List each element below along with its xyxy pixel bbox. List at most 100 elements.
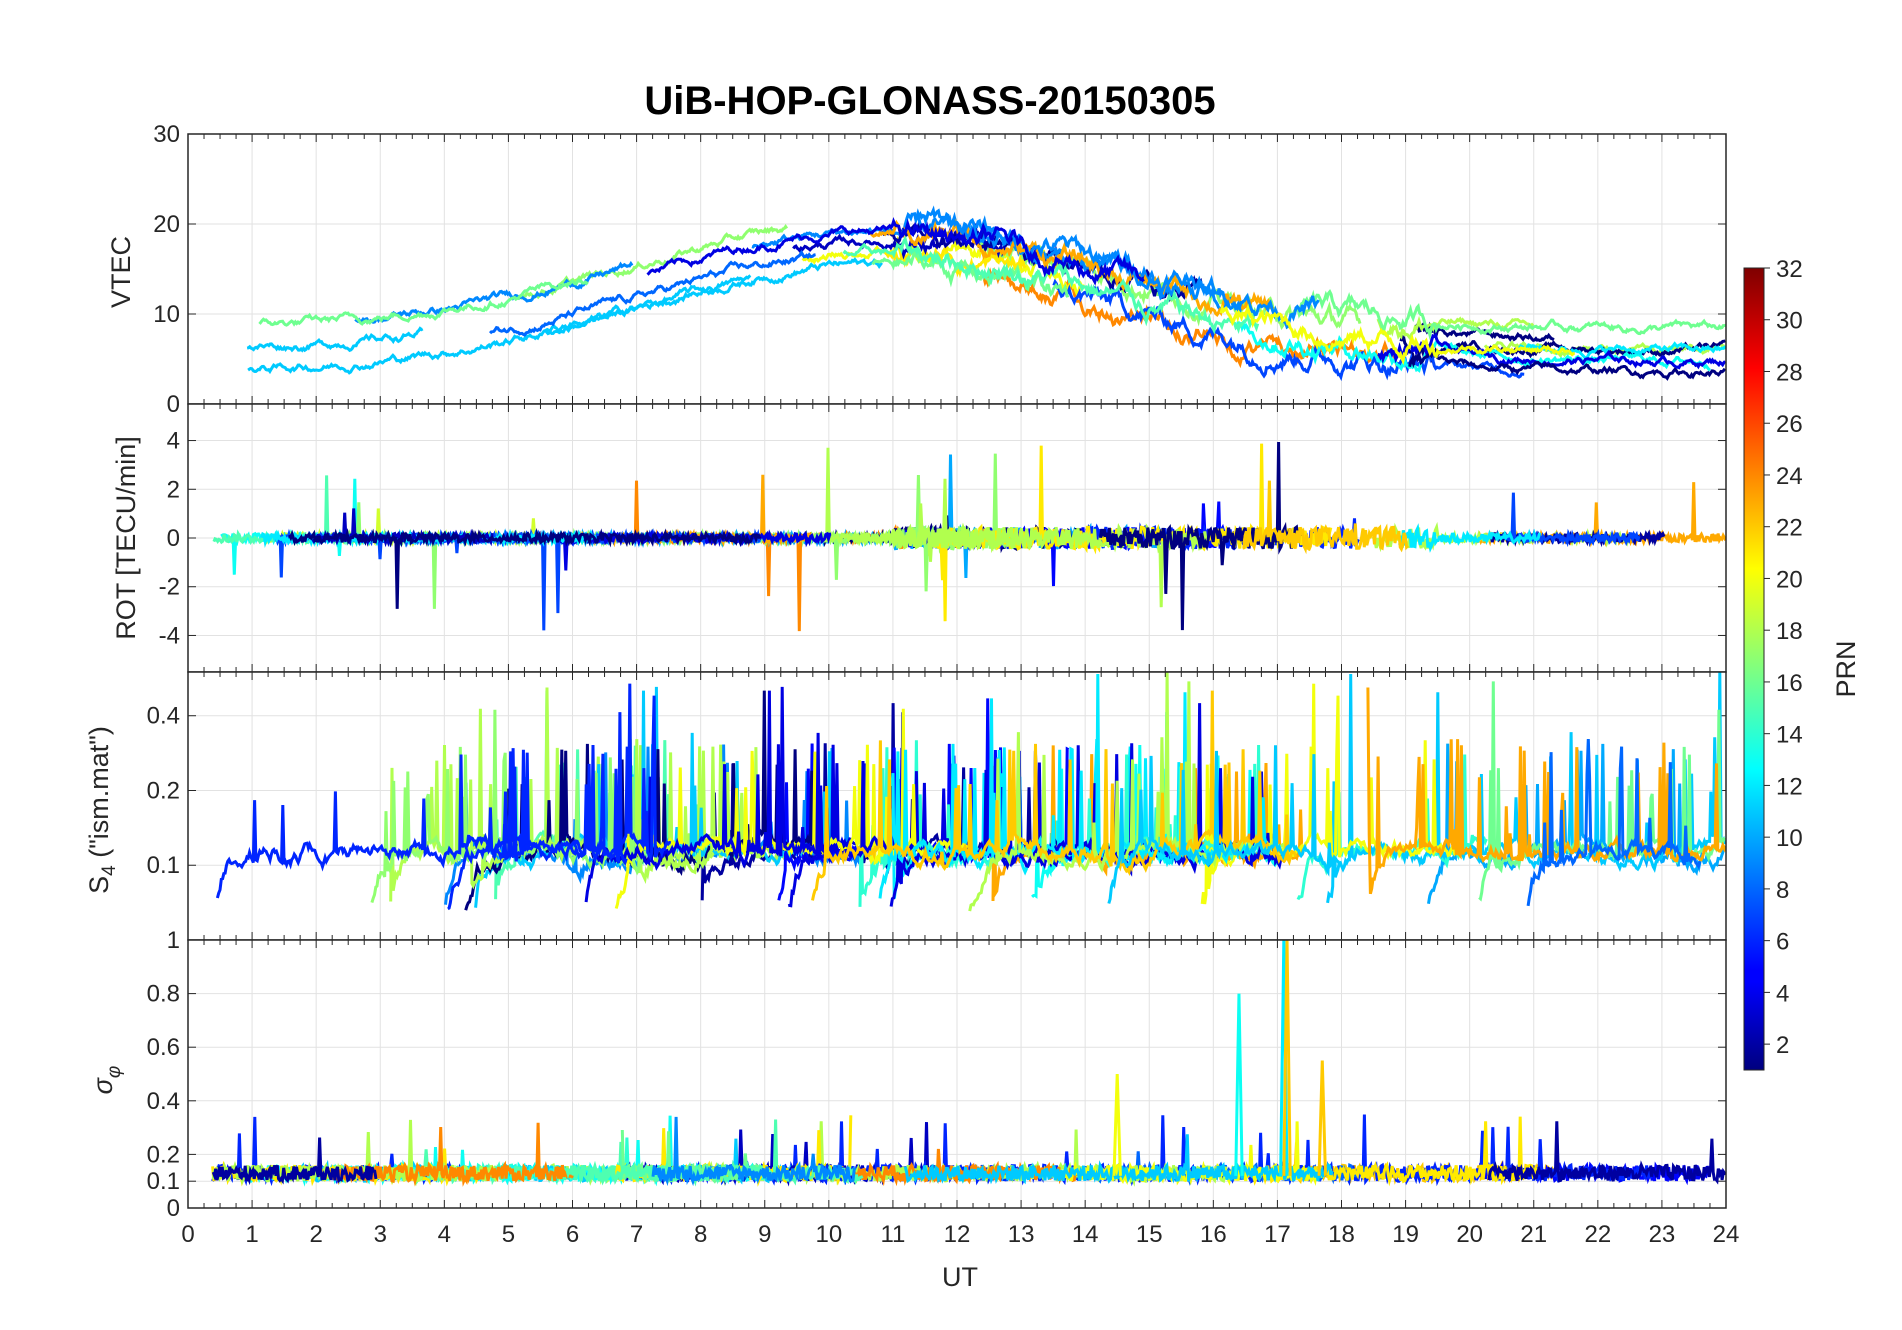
colorbar-tick-label: 14 — [1776, 722, 1803, 749]
y-tick-label: 0.4 — [147, 1088, 180, 1115]
colorbar-tick-label: 32 — [1776, 256, 1803, 283]
s4-axis-label: S4 ("ism.mat") — [84, 726, 120, 894]
prn-trace — [842, 234, 1260, 335]
y-tick-label: 0 — [167, 525, 180, 552]
prn-trace — [288, 527, 762, 609]
y-tick-label: 4 — [167, 428, 180, 455]
colorbar-tick-label: 20 — [1776, 566, 1803, 593]
colorbar-tick-label: 30 — [1776, 308, 1803, 335]
prn-trace — [518, 223, 789, 300]
y-tick-label: 0.2 — [147, 1141, 180, 1168]
prn-trace — [564, 1119, 864, 1187]
x-tick-label: 19 — [1392, 1221, 1419, 1248]
vtec-axis-label: VTEC — [106, 236, 136, 308]
prn-trace — [903, 1134, 1334, 1185]
colorbar-label: PRN — [1831, 640, 1861, 697]
x-tick-label: 5 — [502, 1221, 515, 1248]
x-tick-label: 8 — [694, 1221, 707, 1248]
colorbar-tick-label: 22 — [1776, 515, 1803, 542]
x-tick-label: 14 — [1072, 1221, 1099, 1248]
svg-text:σφ: σφ — [88, 1066, 125, 1095]
y-tick-label: 0.1 — [147, 852, 180, 879]
colorbar-tick-label: 26 — [1776, 411, 1803, 438]
colorbar-tick-label: 28 — [1776, 359, 1803, 386]
prn-trace — [614, 708, 969, 909]
y-tick-label: 0.4 — [147, 703, 180, 730]
sigma-phi-spike — [1282, 940, 1292, 1176]
x-tick-label: 15 — [1136, 1221, 1163, 1248]
sigma-phi-panel: 00.10.20.40.60.810 1 2 3 4 5 6 7 8 9 10 11 12 13 14 15 1… — [147, 927, 1740, 1248]
y-tick-label: 0 — [167, 1195, 180, 1222]
prn-trace — [247, 274, 752, 375]
prn-trace — [246, 326, 424, 353]
y-tick-label: 0.6 — [147, 1034, 180, 1061]
prn-trace — [1414, 321, 1555, 343]
prn-trace — [354, 260, 634, 325]
y-tick-label: 30 — [153, 121, 180, 148]
y-tick-label: 20 — [153, 211, 180, 238]
x-tick-label: 6 — [566, 1221, 579, 1248]
colorbar-tick-label: 4 — [1776, 980, 1789, 1007]
y-tick-label: 2 — [167, 476, 180, 503]
y-tick-label: -4 — [159, 622, 180, 649]
x-tick-label: 24 — [1713, 1221, 1740, 1248]
prn-trace — [215, 712, 628, 899]
prn-trace — [1052, 278, 1525, 382]
x-tick-label: 21 — [1520, 1221, 1547, 1248]
x-tick-label: 12 — [944, 1221, 971, 1248]
prn-trace — [851, 478, 1015, 557]
prn-trace — [1376, 315, 1535, 341]
prn-trace — [1377, 332, 1726, 370]
colorbar-tick-label: 10 — [1776, 825, 1803, 852]
prn-trace — [330, 1122, 578, 1187]
x-tick-label: 7 — [630, 1221, 643, 1248]
prn-trace — [1296, 289, 1726, 341]
sigma-phi-spike — [1112, 1073, 1122, 1176]
x-tick-label: 9 — [758, 1221, 771, 1248]
prn-trace — [489, 249, 816, 337]
prn-trace — [211, 1137, 378, 1186]
x-tick-label: 10 — [815, 1221, 842, 1248]
colorbar-gradient — [1743, 267, 1765, 1071]
prn-trace — [1526, 739, 1702, 907]
colorbar-tick-label: 6 — [1776, 929, 1789, 956]
vtec-panel: 0 10 20 30 — [153, 121, 1727, 418]
prn-trace — [258, 278, 589, 327]
prn-trace — [1242, 480, 1409, 555]
x-tick-label: 3 — [374, 1221, 387, 1248]
series-traces — [211, 940, 1726, 1187]
y-tick-label: 1 — [167, 927, 180, 954]
series-traces — [212, 441, 1726, 632]
colorbar-tick-label: 24 — [1776, 463, 1803, 490]
prn-trace — [1398, 523, 1542, 553]
sigma-phi-spike — [1234, 993, 1244, 1176]
prn-trace — [545, 257, 883, 335]
y-tick-label: 10 — [153, 301, 180, 328]
svg-text:S4 ("ism.mat"): S4 ("ism.mat") — [84, 726, 120, 894]
x-tick-label: 22 — [1584, 1221, 1611, 1248]
x-tick-label: 11 — [880, 1221, 905, 1248]
x-tick-label: 16 — [1200, 1221, 1227, 1248]
x-tick-label: 0 — [181, 1221, 194, 1248]
prn-trace — [1487, 1121, 1726, 1185]
colorbar-tick-label: 18 — [1776, 618, 1803, 645]
y-tick-label: -2 — [159, 574, 180, 601]
s4-panel: 0.1 0.2 0.4 — [147, 671, 1727, 941]
x-tick-label: 13 — [1008, 1221, 1035, 1248]
colorbar-tick-label: 2 — [1776, 1032, 1789, 1059]
prn-trace — [1107, 745, 1343, 904]
rot-axis-label: ROT [TECU/min] — [111, 436, 141, 640]
y-tick-label: 0.1 — [147, 1168, 180, 1195]
series-traces — [246, 205, 1726, 382]
y-tick-label: 0.8 — [147, 981, 180, 1008]
x-tick-label: 2 — [309, 1221, 322, 1248]
prn-trace — [584, 686, 892, 903]
sigma-phi-spike — [1317, 1060, 1327, 1176]
rot-panel: -4 -2 0 2 4 — [159, 403, 1727, 673]
colorbar-tick-label: 8 — [1776, 877, 1789, 904]
x-tick-label: 1 — [245, 1221, 258, 1248]
x-tick-label: 23 — [1649, 1221, 1676, 1248]
prn-trace — [651, 1116, 857, 1187]
